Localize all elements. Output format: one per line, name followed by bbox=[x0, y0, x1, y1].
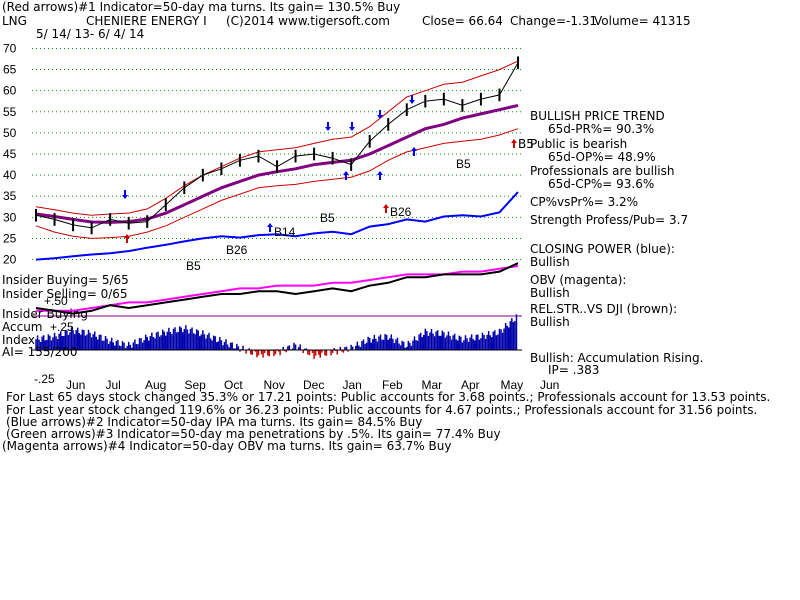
month-label: Jun bbox=[540, 378, 559, 392]
accum-label: Accum bbox=[2, 320, 43, 334]
company-name: CHENIERE ENERGY I bbox=[86, 14, 207, 28]
month-label: Oct bbox=[224, 378, 243, 392]
relstr-state: Bullish bbox=[530, 315, 570, 329]
signal-annotation: B26 bbox=[226, 243, 248, 257]
obv-state: Bullish bbox=[530, 286, 570, 300]
header-line1: (Red arrows)#1 Indicator=50-day ma turns… bbox=[2, 0, 401, 14]
month-label: Apr bbox=[461, 378, 480, 392]
trend-title: BULLISH PRICE TREND bbox=[530, 109, 665, 123]
closing-power-state: Bullish bbox=[530, 255, 570, 269]
month-label: Jun bbox=[66, 378, 85, 392]
footer-line4: (Green arrows)#3 Indicator=50-day ma pen… bbox=[6, 427, 501, 441]
accumulation-readout: Bullish: Accumulation Rising. bbox=[530, 351, 704, 365]
change-value: Change=-1.31 bbox=[510, 14, 598, 28]
signal-annotation: B5 bbox=[456, 157, 471, 171]
month-label: Nov bbox=[264, 378, 285, 392]
month-label: Aug bbox=[145, 378, 166, 392]
acc-tick-label: -.25 bbox=[34, 372, 55, 386]
pros-readout: Professionals are bullish bbox=[530, 164, 675, 178]
acc-tick-label: +.25 bbox=[50, 320, 74, 334]
acc-tick-label: +.50 bbox=[44, 294, 68, 308]
price-tick-label: 40 bbox=[3, 168, 17, 182]
signal-arrow-head bbox=[267, 223, 273, 227]
obv-label: OBV (magenta): bbox=[530, 273, 627, 287]
price-tick-label: 45 bbox=[3, 147, 17, 161]
price-tick-label: 60 bbox=[3, 84, 17, 98]
cp-readout: 65d-CP%= 93.6% bbox=[548, 177, 655, 191]
signal-arrow-head bbox=[343, 171, 349, 175]
obv-line bbox=[35, 262, 519, 315]
price-line bbox=[35, 62, 519, 229]
relstr-label: REL.STR..VS DJI (brown): bbox=[530, 302, 678, 316]
price-tick-label: 30 bbox=[3, 210, 17, 224]
price-tick-label: 55 bbox=[3, 105, 17, 119]
signal-arrow-head bbox=[122, 195, 128, 199]
signal-arrow-head bbox=[124, 234, 130, 238]
cpvspr-readout: CP%vsPr%= 3.2% bbox=[530, 195, 639, 209]
signal-arrow-head bbox=[377, 115, 383, 119]
b5-right-label: B5 bbox=[518, 137, 534, 151]
closing-power-line bbox=[35, 191, 519, 261]
volume-value: Volume= 41315 bbox=[594, 14, 691, 28]
close-value: Close= 66.64 bbox=[422, 14, 503, 28]
signal-annotation: B5 bbox=[186, 259, 201, 273]
price-tick-label: 25 bbox=[3, 231, 17, 245]
month-label: Sep bbox=[185, 378, 207, 392]
copyright: (C)2014 www.tigersoft.com bbox=[226, 14, 390, 28]
signal-annotation: B5 bbox=[320, 211, 335, 225]
footer-line3: (Blue arrows)#2 Indicator=50-day IPA ma … bbox=[6, 415, 423, 429]
signal-arrow-head bbox=[325, 127, 331, 131]
signal-annotation: B14 bbox=[274, 225, 296, 239]
signal-arrow-head bbox=[411, 147, 417, 151]
month-label: Mar bbox=[422, 378, 443, 392]
footer-line1: For Last 65 days stock changed 35.3% or … bbox=[6, 390, 771, 404]
month-label: Jul bbox=[106, 378, 121, 392]
ip-readout: IP= .383 bbox=[548, 363, 600, 377]
month-label: May bbox=[501, 378, 524, 392]
footer-line2: For Last year stock changed 119.6% or 36… bbox=[6, 403, 758, 417]
price-tick-label: 70 bbox=[3, 41, 17, 55]
signal-arrow-head bbox=[349, 127, 355, 131]
ai-label: AI= 155/200 bbox=[2, 345, 78, 359]
month-label: Dec bbox=[303, 378, 324, 392]
price-tick-label: 35 bbox=[3, 189, 17, 203]
public-readout: Public is bearish bbox=[530, 137, 628, 151]
closing-power-label: CLOSING POWER (blue): bbox=[530, 242, 675, 256]
insider-buying: Insider Buying= 5/65 bbox=[2, 273, 129, 287]
month-label: Feb bbox=[382, 378, 403, 392]
price-tick-label: 20 bbox=[3, 253, 17, 267]
signal-arrow-head bbox=[383, 204, 389, 208]
insider-selling: Insider Selling= 0/65 bbox=[2, 287, 128, 301]
signal-annotation: B26 bbox=[390, 205, 412, 219]
footer-line5: (Magenta arrows)#4 Indicator=50-day OBV … bbox=[2, 439, 452, 453]
upper-band-line bbox=[35, 60, 519, 216]
date-range: 5/ 14/ 13- 6/ 4/ 14 bbox=[36, 27, 145, 41]
ticker: LNG bbox=[2, 14, 27, 28]
op-readout: 65d-OP%= 48.9% bbox=[548, 150, 656, 164]
signal-arrow-head bbox=[377, 171, 383, 175]
lower-band-line bbox=[35, 128, 519, 239]
index-label: Index bbox=[2, 333, 36, 347]
month-label: Jan bbox=[343, 378, 362, 392]
strength-readout: Strength Profess/Pub= 3.7 bbox=[530, 213, 689, 227]
pr-readout: 65d-PR%= 90.3% bbox=[548, 122, 655, 136]
price-tick-label: 65 bbox=[3, 63, 17, 77]
price-tick-label: 50 bbox=[3, 126, 17, 140]
signal-arrow-head bbox=[409, 100, 415, 104]
insider-buying-2: Insider Buying bbox=[2, 307, 88, 321]
signal-arrow-head bbox=[511, 139, 517, 143]
